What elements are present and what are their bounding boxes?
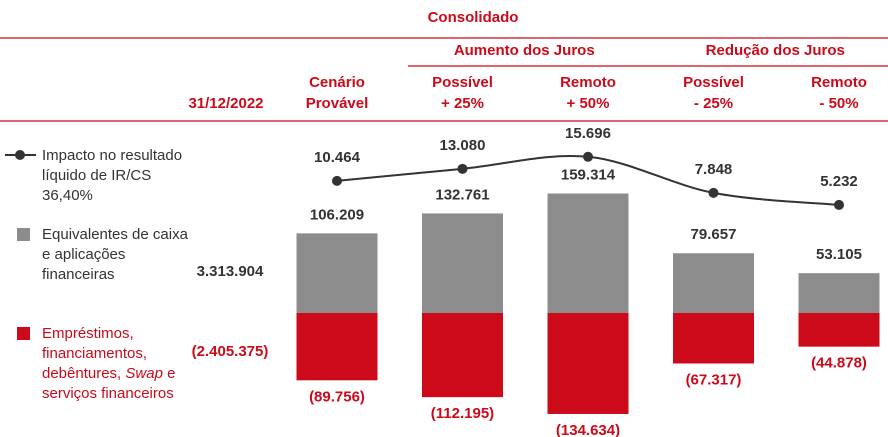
- bar: [422, 213, 503, 313]
- bar: [673, 253, 754, 313]
- value-label: 53.105: [816, 246, 862, 263]
- bar: [296, 233, 378, 313]
- point: [834, 199, 844, 210]
- value-label: (44.878): [811, 355, 867, 372]
- column-header: Remoto: [811, 74, 867, 91]
- value-label: (67.317): [686, 371, 742, 388]
- value-label: (134.634): [556, 422, 620, 437]
- bar: [798, 273, 880, 313]
- column-header: + 50%: [567, 95, 610, 112]
- column-header: Remoto: [560, 74, 616, 91]
- value-label: (89.756): [309, 388, 365, 405]
- value-label: 159.314: [561, 166, 616, 183]
- value-label: 5.232: [820, 173, 858, 190]
- bar: [422, 313, 503, 398]
- base-value: (2.405.375): [192, 343, 269, 360]
- legend-text: e serviços financeiros: [42, 365, 176, 402]
- value-label: (112.195): [431, 405, 494, 422]
- value-label: 10.464: [314, 149, 361, 166]
- column-header: Possível: [432, 74, 493, 91]
- base-value: 3.313.904: [197, 263, 264, 280]
- value-label: 132.761: [435, 186, 489, 203]
- column-header: - 50%: [819, 95, 858, 112]
- bar: [296, 313, 378, 381]
- legend-entry: Equivalentes de caixa e aplicações finan…: [42, 226, 188, 283]
- legend-text: Swap: [125, 365, 163, 382]
- legend-swatch: [17, 327, 30, 340]
- column-header: Possível: [683, 74, 744, 91]
- point: [708, 187, 719, 198]
- point: [332, 175, 342, 186]
- value-label: 106.209: [310, 206, 364, 223]
- column-header: - 25%: [694, 95, 733, 112]
- value-label: 7.848: [695, 161, 733, 178]
- bar: [547, 193, 629, 313]
- group-header: Redução dos Juros: [706, 42, 845, 59]
- point: [457, 163, 468, 174]
- title: Consolidado: [428, 9, 519, 26]
- legend-text: Empréstimos, financiamentos, debêntures,: [42, 325, 148, 382]
- group-header: Aumento dos Juros: [454, 42, 595, 59]
- legend-entry: Empréstimos, financiamentos, debêntures,…: [42, 324, 192, 404]
- value-label: 15.696: [565, 125, 611, 142]
- column-header: Provável: [306, 95, 369, 112]
- bar: [798, 313, 880, 347]
- legend-entry: Impacto no resultado líquido de IR/CS 36…: [42, 147, 183, 204]
- legend-swatch: [17, 228, 30, 241]
- legend-dot: [15, 150, 25, 160]
- value-label: 13.080: [440, 137, 486, 154]
- column-header: Cenário: [309, 74, 365, 91]
- point: [583, 151, 593, 162]
- value-label: 79.657: [691, 226, 737, 243]
- bar: [673, 313, 754, 364]
- bar: [547, 313, 629, 414]
- column-header: + 25%: [441, 95, 484, 112]
- base-header: 31/12/2022: [188, 95, 263, 112]
